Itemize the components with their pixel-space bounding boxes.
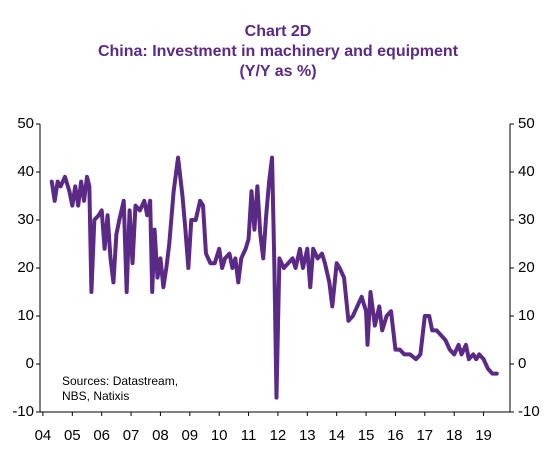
x-tick-label: 14 — [328, 427, 345, 444]
y-tick-label: 40 — [17, 163, 34, 180]
y2-tick-label: -10 — [518, 403, 540, 420]
x-tick-label: 07 — [123, 427, 140, 444]
x-tick-label: 13 — [299, 427, 316, 444]
y2-tick-label: 40 — [518, 163, 535, 180]
y-tick-label: -10 — [12, 403, 34, 420]
y2-tick-label: 50 — [518, 115, 535, 132]
source-note: NBS, Natixis — [62, 389, 129, 403]
y-tick-label: 0 — [26, 355, 34, 372]
y-tick-label: 20 — [17, 259, 34, 276]
x-tick-label: 04 — [35, 427, 52, 444]
y-tick-label: 10 — [17, 307, 34, 324]
y2-tick-label: 20 — [518, 259, 535, 276]
y-tick-label: 50 — [17, 115, 34, 132]
x-tick-label: 18 — [446, 427, 463, 444]
x-tick-label: 11 — [241, 427, 257, 444]
x-tick-label: 17 — [416, 427, 433, 444]
x-tick-label: 05 — [64, 427, 81, 444]
x-tick-label: 16 — [387, 427, 404, 444]
chart-title: Chart 2D — [245, 23, 312, 40]
y2-tick-label: 0 — [518, 355, 526, 372]
y-tick-label: 30 — [17, 211, 34, 228]
y2-tick-label: 30 — [518, 211, 535, 228]
chart-subtitle: China: Investment in machinery and equip… — [98, 43, 459, 60]
x-tick-label: 12 — [270, 427, 287, 444]
x-tick-label: 08 — [152, 427, 169, 444]
x-tick-label: 19 — [475, 427, 492, 444]
x-tick-label: 09 — [181, 427, 198, 444]
x-tick-label: 15 — [358, 427, 375, 444]
data-line — [49, 155, 499, 400]
y2-tick-label: 10 — [518, 307, 535, 324]
source-note: Sources: Datastream, — [62, 374, 178, 388]
x-tick-label: 06 — [93, 427, 110, 444]
x-tick-label: 10 — [211, 427, 228, 444]
unit-label: (Y/Y as %) — [239, 63, 316, 80]
